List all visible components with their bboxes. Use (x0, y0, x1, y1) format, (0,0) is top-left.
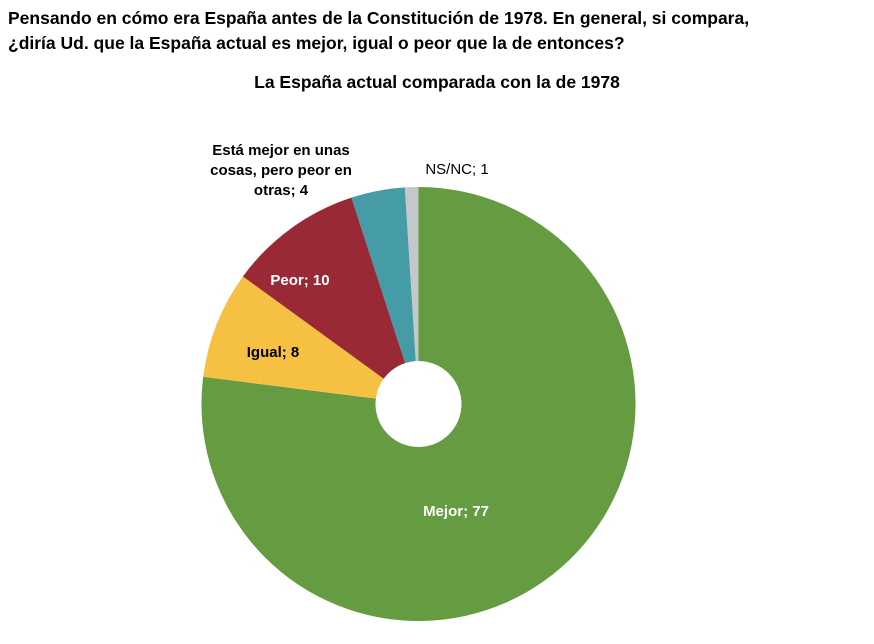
slice-label-mixed-line-3: otras; 4 (254, 182, 309, 199)
slice-label-igual: Igual; 8 (247, 344, 300, 361)
slice-label-mixed-line-2: cosas, pero peor en (210, 162, 352, 179)
donut-hole (375, 361, 462, 447)
chart-title: La España actual comparada con la de 197… (254, 72, 620, 92)
question-line-1: Pensando en cómo era España antes de la … (8, 8, 750, 28)
question-text: Pensando en cómo era España antes de la … (8, 6, 749, 56)
slice-label-peor: Peor; 10 (270, 272, 329, 289)
slice-label-mixed-line-1: Está mejor en unas (212, 142, 350, 159)
slice-label-mejor: Mejor; 77 (423, 503, 489, 520)
slice-peor (242, 197, 419, 404)
question-line-2: ¿diría Ud. que la España actual es mejor… (8, 33, 625, 53)
slice-label-nsnc: NS/NC; 1 (425, 161, 488, 178)
slice-est-mejor-en-unas-cosas-pero-peor-en-otras (351, 187, 419, 404)
slice-igual (203, 276, 419, 404)
slice-ns-nc (404, 187, 419, 404)
